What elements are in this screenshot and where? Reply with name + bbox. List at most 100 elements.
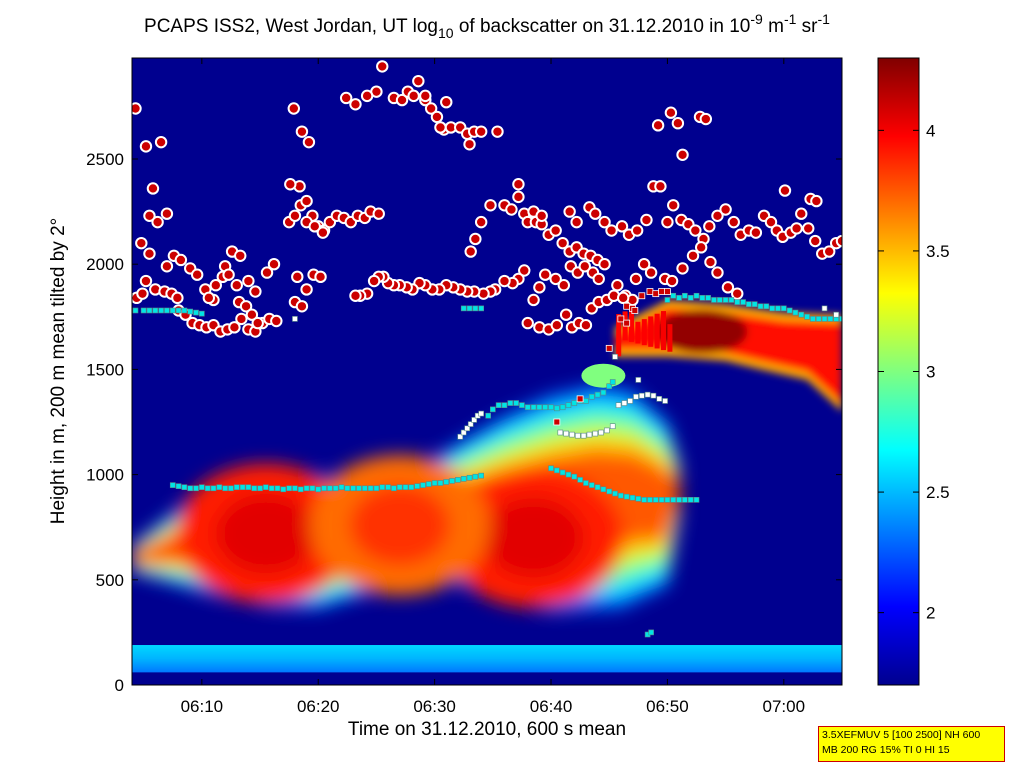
layer-top-marker — [734, 299, 741, 305]
particle-marker — [474, 215, 488, 229]
y-tick-label: 1000 — [86, 466, 124, 485]
particle-marker — [288, 209, 302, 223]
upper-layer-streak — [629, 308, 634, 342]
marker-layer — [132, 60, 842, 638]
white-marker — [569, 431, 575, 438]
particle-marker — [598, 215, 611, 229]
layer-top-marker — [490, 406, 496, 413]
particle-marker — [143, 247, 156, 260]
particle-marker — [498, 274, 511, 288]
layer-top-marker — [292, 485, 298, 492]
red-marker — [631, 307, 639, 314]
layer-top-marker — [210, 485, 217, 492]
layer-top-marker — [327, 485, 333, 492]
colorbar-tick-label: 2.5 — [926, 483, 950, 502]
particle-marker — [222, 268, 235, 281]
layer-top-marker — [158, 307, 164, 314]
main-layer-core — [483, 497, 584, 578]
white-marker — [464, 425, 471, 432]
layer-top-marker — [466, 305, 473, 312]
particle-marker — [611, 279, 624, 292]
particle-marker — [132, 102, 142, 115]
particle-marker — [764, 215, 778, 229]
layer-top-marker — [609, 379, 616, 385]
particle-marker — [538, 268, 552, 281]
layer-top-marker — [344, 485, 351, 492]
layer-top-marker — [821, 316, 828, 322]
particle-marker — [749, 226, 763, 239]
layer-top-marker — [600, 486, 607, 493]
plot-frame — [131, 57, 843, 686]
layer-top-marker — [140, 307, 147, 314]
particle-marker — [491, 125, 504, 138]
particle-marker — [592, 272, 605, 286]
layer-top-marker — [286, 485, 292, 492]
particle-marker — [419, 89, 432, 103]
particle-marker — [474, 125, 488, 138]
white-marker — [598, 429, 604, 436]
particle-marker — [360, 89, 374, 103]
particle-marker — [686, 249, 700, 262]
layer-top-marker — [648, 629, 654, 636]
layer-top-marker — [373, 485, 380, 492]
white-marker — [604, 427, 610, 434]
particle-marker — [512, 190, 525, 204]
particle-marker — [291, 270, 304, 284]
white-marker — [592, 430, 599, 437]
layer-top-marker — [670, 497, 677, 503]
layer-top-marker — [554, 467, 560, 474]
layer-top-marker — [792, 309, 799, 316]
particle-marker — [556, 236, 569, 250]
layer-top-marker — [606, 383, 613, 390]
x-axis-label: Time on 31.12.2010, 600 s mean — [348, 719, 626, 740]
particle-marker — [242, 274, 255, 288]
red-marker — [646, 288, 654, 295]
layer-top-marker — [274, 485, 281, 492]
white-marker — [627, 398, 633, 404]
white-marker — [644, 391, 651, 398]
particle-marker — [308, 220, 321, 233]
heatmap-layers — [132, 300, 842, 673]
particle-marker — [549, 224, 562, 237]
colorbar-ticks: 2 2.5 3 3.5 4 — [878, 121, 950, 623]
red-marker — [605, 344, 613, 352]
particle-marker — [430, 110, 444, 124]
white-marker — [612, 353, 618, 360]
layer-top-marker — [548, 465, 554, 472]
layer-top-marker — [233, 484, 240, 491]
layer-top-marker — [455, 477, 461, 483]
white-marker — [650, 392, 657, 399]
layer-top-marker — [199, 484, 205, 491]
layer-top-marker — [676, 497, 682, 503]
infobox-line-1: 3.5XEFMUV 5 [100 2500] NH 600 — [822, 729, 981, 741]
red-marker — [652, 290, 660, 298]
layer-top-marker — [693, 292, 700, 299]
layer-top-marker — [175, 307, 182, 314]
layer-top-marker — [356, 485, 362, 492]
particle-marker — [295, 300, 309, 313]
layer-top-marker — [204, 485, 211, 492]
particle-marker — [521, 316, 534, 330]
red-marker — [623, 319, 631, 327]
red-marker — [576, 395, 584, 403]
layer-top-marker — [664, 497, 671, 503]
layer-top-marker — [559, 404, 566, 411]
layer-top-marker — [193, 485, 199, 492]
white-marker — [580, 432, 587, 439]
white-marker — [639, 392, 645, 399]
layer-top-marker — [746, 301, 752, 307]
layer-top-marker — [647, 497, 653, 503]
layer-top-marker — [641, 497, 647, 503]
upper-layer-streak — [641, 319, 647, 346]
y-tick-label: 0 — [115, 676, 124, 695]
particle-marker — [721, 281, 735, 294]
red-marker — [553, 418, 561, 426]
layer-top-marker — [391, 485, 397, 492]
particle-marker — [809, 234, 822, 248]
particle-marker — [143, 209, 156, 223]
y-tick-label: 2500 — [86, 150, 124, 169]
layer-top-marker — [658, 497, 665, 503]
particle-marker — [559, 308, 573, 321]
layer-top-marker — [239, 484, 246, 491]
